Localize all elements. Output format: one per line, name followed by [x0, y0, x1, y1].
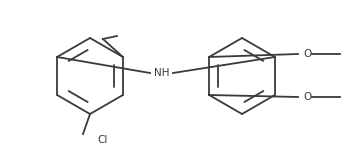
Text: NH: NH: [154, 68, 170, 78]
Text: O: O: [303, 92, 311, 102]
Text: Cl: Cl: [98, 135, 108, 145]
Text: O: O: [303, 49, 311, 59]
